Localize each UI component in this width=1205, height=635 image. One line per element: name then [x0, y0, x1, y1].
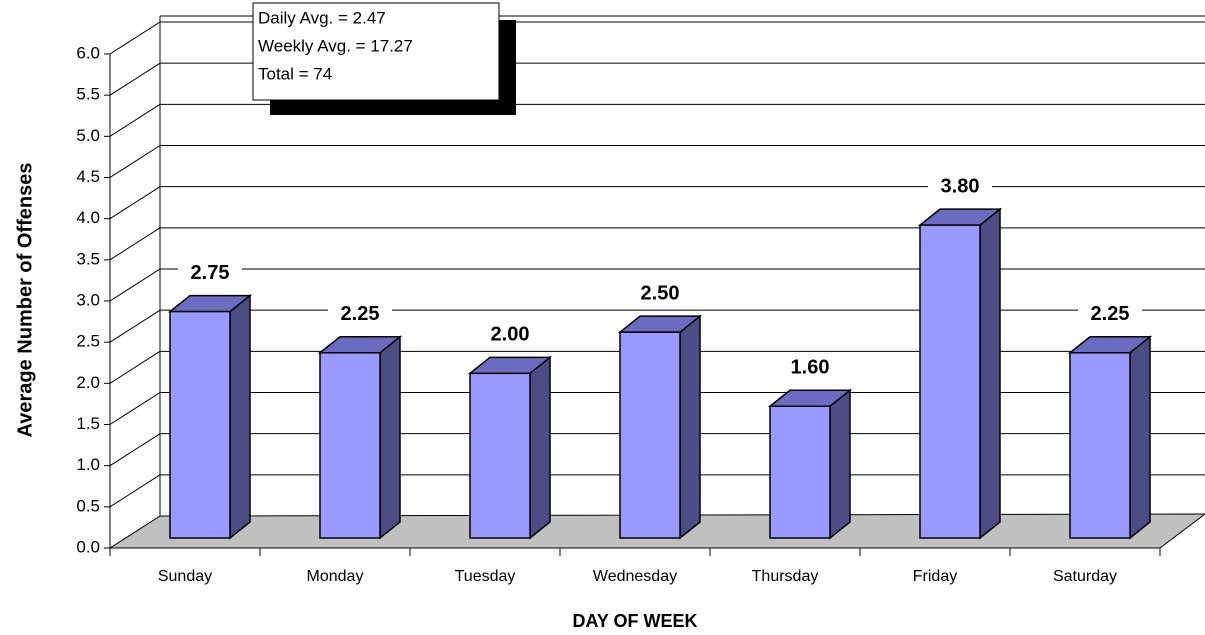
value-label-bg	[178, 259, 242, 288]
bar-front	[169, 310, 231, 539]
bar	[767, 388, 853, 540]
x-axis-title: DAY OF WEEK	[572, 611, 697, 631]
y-tick-label: 3.0	[76, 290, 100, 309]
bar	[317, 335, 403, 540]
bar	[467, 355, 553, 540]
grid-line	[109, 350, 161, 384]
y-tick-label: 3.5	[76, 249, 100, 268]
bar-side	[679, 314, 701, 540]
bar	[617, 314, 703, 540]
bar	[1067, 335, 1153, 540]
bar	[167, 294, 253, 540]
grid-line	[109, 103, 161, 137]
y-axis-title: Average Number of Offenses	[14, 163, 36, 438]
grid-line	[109, 145, 161, 178]
value-label: 2.75	[191, 262, 230, 284]
value-label-bg	[628, 280, 692, 309]
y-tick-label: 0.5	[76, 496, 100, 515]
bar-front	[769, 405, 831, 539]
y-tick-label: 1.5	[76, 414, 100, 433]
grid-line	[109, 309, 161, 343]
value-label: 2.25	[1091, 303, 1130, 325]
grid-line	[109, 186, 161, 220]
bar	[917, 207, 1003, 540]
grid-line	[109, 268, 161, 302]
value-label: 3.80	[941, 175, 980, 197]
x-tick-label: Wednesday	[593, 568, 677, 585]
y-tick-label: 1.0	[76, 455, 100, 474]
bar-side	[529, 355, 551, 540]
value-label-bg	[328, 300, 392, 329]
x-tick-label: Sunday	[158, 568, 212, 585]
grid-line	[109, 474, 161, 508]
grid-line	[109, 21, 161, 55]
bar-front	[319, 352, 381, 539]
grid-line	[109, 227, 161, 261]
y-tick-label: 0.0	[76, 537, 100, 556]
x-tick-label: Friday	[913, 568, 957, 585]
x-tick-label: Tuesday	[455, 568, 516, 585]
value-label-bg	[928, 173, 992, 202]
bar-side	[829, 388, 851, 540]
y-tick-label: 4.0	[76, 208, 100, 227]
bar-side	[229, 294, 251, 540]
y-tick-label: 5.5	[76, 85, 100, 104]
value-label: 1.60	[791, 357, 830, 379]
bar-front	[919, 224, 981, 539]
y-tick-label: 2.0	[76, 373, 100, 392]
y-tick-label: 6.0	[76, 43, 100, 62]
annotation-box	[252, 2, 500, 101]
x-tick-label: Saturday	[1053, 568, 1117, 585]
grid-line	[109, 433, 161, 467]
bar-side	[1129, 335, 1151, 540]
value-label-bg	[1078, 300, 1142, 329]
bar-front	[619, 331, 681, 539]
bar-front	[469, 372, 531, 539]
bar-side	[979, 207, 1001, 540]
bar-side	[379, 335, 401, 540]
bar-front	[1069, 352, 1131, 539]
annotation-line: Daily Avg. = 2.47	[258, 8, 386, 27]
y-tick-label: 2.5	[76, 332, 100, 351]
grid-line	[109, 62, 161, 96]
value-label: 2.50	[641, 282, 680, 304]
grid-line	[109, 392, 161, 425]
value-label: 2.25	[341, 303, 380, 325]
value-label-bg	[478, 321, 542, 350]
value-label-bg	[778, 354, 842, 383]
y-tick-label: 5.0	[76, 126, 100, 145]
y-tick-label: 4.5	[76, 167, 100, 186]
annotation-line: Total = 74	[258, 64, 332, 83]
annotation-line: Weekly Avg. = 17.27	[258, 36, 413, 55]
x-tick-label: Monday	[307, 568, 364, 585]
x-tick-label: Thursday	[752, 568, 819, 585]
bars: 2.75 2.25 2.00 2.50 1.60 3.80 2.25	[167, 173, 1153, 540]
value-label: 2.00	[491, 324, 530, 346]
